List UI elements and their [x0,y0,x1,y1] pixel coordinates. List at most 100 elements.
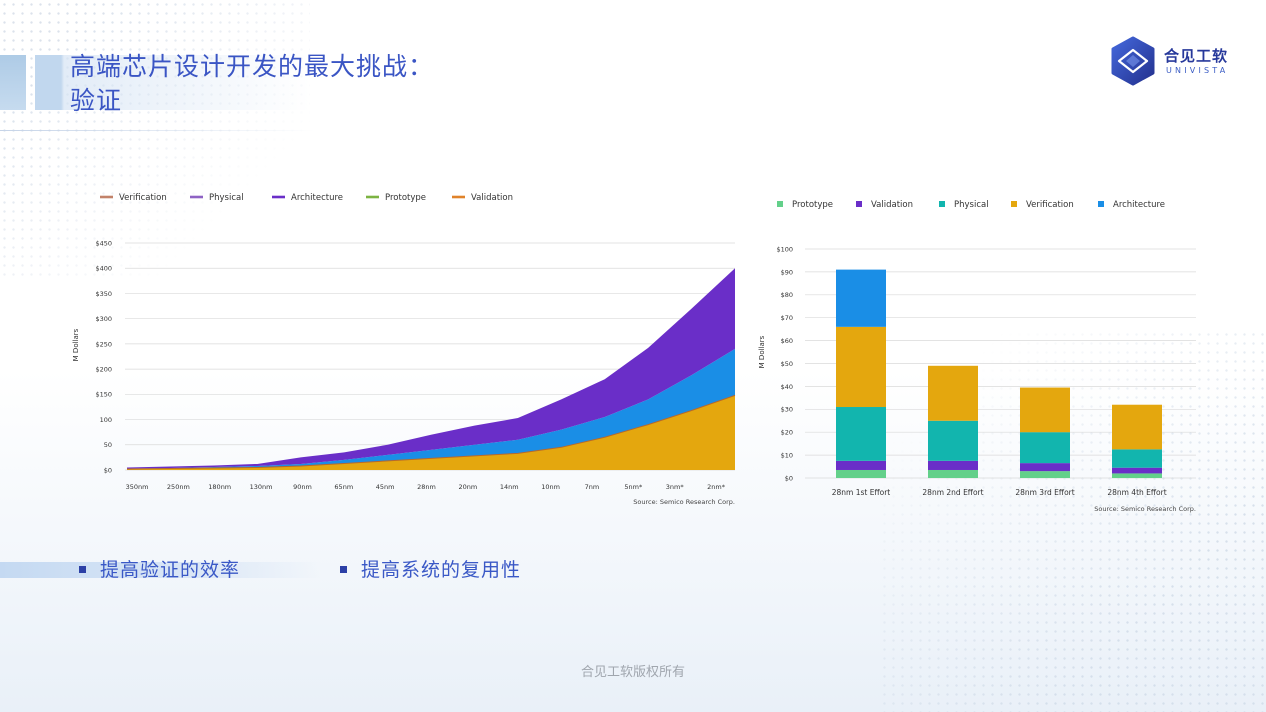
bar-segment-physical [836,407,886,461]
legend-label: Architecture [1113,200,1165,210]
y-tick-label: $400 [95,265,112,273]
x-tick-label: 10nm [541,483,560,491]
bar-segment-validation [836,460,886,470]
x-tick-label: 45nm [376,483,395,491]
y-tick-label: $30 [781,406,793,414]
x-tick-label: 65nm [334,483,353,491]
area-series-3 [127,268,735,469]
legend-label: Verification [1026,200,1074,210]
y-axis-label: M Dollars [72,328,80,361]
bar-segment-validation [928,460,978,470]
chart-source: Source: Semico Research Corp. [1094,505,1196,513]
legend-label: Prototype [385,193,426,203]
y-tick-label: $60 [781,337,793,345]
x-tick-label: 90nm [293,483,312,491]
legend-label: Validation [871,200,913,210]
y-tick-label: 100 [100,416,112,424]
chart-source: Source: Semico Research Corp. [633,498,735,506]
cost-area-chart: $0 50 100 $150 $200 $250 $300 $350 $400 $450 350nm… [72,193,736,506]
legend-item: Prototype [777,200,833,210]
y-tick-label: $350 [95,290,112,298]
legend-item: Verification [1011,200,1074,210]
bar-segment-prototype [1020,471,1070,478]
y-tick-label: 50 [104,441,112,449]
legend-item: Verification [100,193,167,203]
x-tick-label: 250nm [167,483,190,491]
area-series-1 [127,395,735,470]
accent-block-left [0,55,26,110]
x-tick-label: 2nm* [707,483,726,491]
y-tick-label: $450 [95,239,112,247]
legend-item: Validation [452,193,513,203]
bar-segment-verification [1112,404,1162,450]
legend-item: Architecture [1098,200,1165,210]
legend-label: Architecture [291,193,343,203]
x-tick-label: 5nm* [624,483,643,491]
x-tick-label: 350nm [126,483,149,491]
legend-swatch [1098,201,1104,207]
bar-segment-verification [836,326,886,408]
x-tick-label: 3nm* [666,483,685,491]
legend-swatch [856,201,862,207]
bullet-square-icon [340,566,347,573]
bar-segment-verification [1020,387,1070,433]
x-category-label: 28nm 2nd Effort [922,488,983,497]
y-tick-label: $80 [781,291,793,299]
logo-name-cn: 合见工软 [1164,47,1229,65]
legend-item: Architecture [272,193,343,203]
area-series-2 [127,348,735,469]
y-tick-label: $300 [95,315,112,323]
bullet-square-icon [79,566,86,573]
univista-diamond-icon [1111,36,1155,86]
legend-item: Validation [856,200,913,210]
x-tick-label: 130nm [250,483,273,491]
title-divider [0,130,315,131]
x-tick-label: 20nm [459,483,478,491]
bar-segment-prototype [928,469,978,478]
x-tick-label: 180nm [208,483,231,491]
x-category-label: 28nm 4th Effort [1107,488,1166,497]
copyright-footer: 合见工软版权所有 [580,665,685,680]
y-tick-label: $90 [781,268,793,276]
logo-name-en: UNIVISTA [1166,66,1229,75]
bar-segment-validation [1020,463,1070,472]
x-tick-label: 7nm [585,483,600,491]
y-tick-label: $200 [95,366,112,374]
area-series-1-edge [126,394,736,470]
y-tick-label: $0 [785,474,793,482]
effort-bar-chart: $0 $10 $20 $30 $40 $50 $60 $70 $80 $90 $100 28nm 1s… [758,200,1196,513]
bar-segment-architecture [836,269,886,327]
slide-title-line-2: 验证 [70,86,123,115]
x-tick-label: 14nm [500,483,519,491]
x-category-label: 28nm 3rd Effort [1015,488,1074,497]
legend-swatch [1011,201,1017,207]
slide-title: 高端芯片设计开发的最大挑战： 验证 [70,50,434,118]
y-tick-label: $40 [781,383,793,391]
bar-segment-prototype [1112,473,1162,478]
bar-segment-prototype [836,469,886,478]
y-tick-label: $10 [781,452,793,460]
legend-label: Physical [209,193,244,203]
bar-segment-verification [928,365,978,421]
bullet-item: 提高验证的效率 [100,559,241,581]
bar-segment-physical [1112,449,1162,468]
y-tick-label: $150 [95,391,112,399]
dot-pattern-top-left [0,0,310,280]
slide-title-line-1: 高端芯片设计开发的最大挑战： [70,52,435,81]
bar-segment-physical [1020,432,1070,464]
y-tick-label: $70 [781,314,793,322]
bar-segment-validation [1112,467,1162,474]
bullet-item: 提高系统的复用性 [361,559,522,581]
legend-label: Validation [471,193,513,203]
title-accent-band [35,55,325,110]
legend-item: Physical [939,200,989,210]
y-tick-label: $100 [776,245,793,253]
y-axis-label: M Dollars [758,335,766,368]
legend-label: Verification [119,193,167,203]
y-tick-label: $250 [95,340,112,348]
legend-item: Physical [190,193,244,203]
y-tick-label: $20 [781,429,793,437]
y-tick-label: $50 [781,360,793,368]
y-tick-label: $0 [104,466,112,474]
bar-segment-physical [928,420,978,461]
